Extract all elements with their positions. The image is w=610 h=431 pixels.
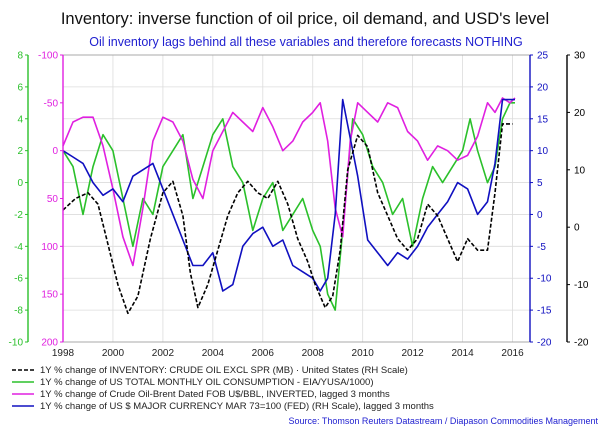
tick-labels: 1998 2000 2002 2004 2006 2008 2010 2012 2014 2016… — [9, 51, 589, 360]
y-tick-label-green_left: -6 — [14, 274, 23, 285]
series-line-2 — [62, 97, 516, 267]
series-lines — [62, 97, 516, 315]
y-tick-label-black_right: 20 — [574, 108, 586, 119]
x-tick-label: 2016 — [501, 348, 524, 359]
y-tick-label-green_left: 6 — [17, 82, 23, 93]
x-tick-label: 2004 — [202, 348, 225, 359]
axes-frame — [25, 54, 570, 343]
y-tick-label-green_left: -8 — [14, 306, 23, 317]
y-tick-label-green_left: -4 — [14, 242, 23, 253]
y-tick-label-green_left: 0 — [17, 178, 23, 189]
x-tick-label: 2008 — [302, 348, 325, 359]
legend-label-brent: 1Y % change of Crude Oil-Brent Dated FOB… — [40, 389, 390, 400]
series-line-0 — [62, 123, 513, 315]
y-tick-label-black_right: 10 — [574, 165, 586, 176]
source-note: Source: Thomson Reuters Datastream / Dia… — [289, 416, 599, 426]
chart-subtitle: Oil inventory lags behind all these vari… — [89, 35, 523, 49]
y-tick-label-black_right: -20 — [574, 338, 589, 349]
y-tick-label-black_right: -10 — [574, 280, 589, 291]
y-tick-label-blue_right: 20 — [537, 82, 549, 93]
series-line-3 — [62, 98, 515, 292]
legend-label-usd: 1Y % change of US $ MAJOR CURRENCY MAR 7… — [40, 401, 434, 412]
x-tick-label: 2000 — [102, 348, 125, 359]
y-tick-label-green_left: 2 — [17, 146, 23, 157]
y-tick-label-magenta_left: 100 — [41, 242, 58, 253]
x-tick-label: 1998 — [52, 348, 75, 359]
y-tick-label-blue_right: -5 — [537, 242, 546, 253]
series-line-1 — [62, 102, 515, 311]
y-tick-label-magenta_left: 200 — [41, 338, 58, 349]
legend-label-inventory: 1Y % change of INVENTORY: CRUDE OIL EXCL… — [40, 365, 408, 376]
x-tick-label: 2010 — [352, 348, 375, 359]
y-tick-label-blue_right: 10 — [537, 146, 549, 157]
x-tick-label: 2006 — [252, 348, 275, 359]
y-tick-label-green_left: 4 — [17, 114, 23, 125]
y-tick-label-green_left: 8 — [17, 51, 23, 62]
x-tick-label: 2012 — [402, 348, 425, 359]
y-tick-label-black_right: 0 — [574, 223, 580, 234]
y-tick-label-magenta_left: 150 — [41, 290, 58, 301]
y-tick-label-magenta_left: 0 — [52, 146, 58, 157]
x-tick-label: 2014 — [451, 348, 474, 359]
y-tick-label-black_right: 30 — [574, 51, 586, 62]
chart-title: Inventory: inverse function of oil price… — [61, 10, 549, 28]
y-tick-label-blue_right: -15 — [537, 306, 552, 317]
y-tick-label-blue_right: -10 — [537, 274, 552, 285]
legend: 1Y % change of INVENTORY: CRUDE OIL EXCL… — [12, 365, 434, 412]
y-tick-label-green_left: -10 — [9, 338, 24, 349]
y-tick-label-magenta_left: 50 — [47, 194, 59, 205]
y-tick-label-magenta_left: -50 — [44, 98, 59, 109]
y-tick-label-magenta_left: -100 — [38, 51, 58, 62]
x-tick-label: 2002 — [152, 348, 175, 359]
legend-label-consumption: 1Y % change of US TOTAL MONTHLY OIL CONS… — [40, 377, 374, 388]
y-tick-label-blue_right: 0 — [537, 210, 543, 221]
y-tick-label-blue_right: 5 — [537, 178, 543, 189]
y-tick-label-blue_right: -20 — [537, 338, 552, 349]
y-tick-label-blue_right: 15 — [537, 114, 549, 125]
y-tick-label-green_left: -2 — [14, 210, 23, 221]
y-tick-label-blue_right: 25 — [537, 51, 549, 62]
